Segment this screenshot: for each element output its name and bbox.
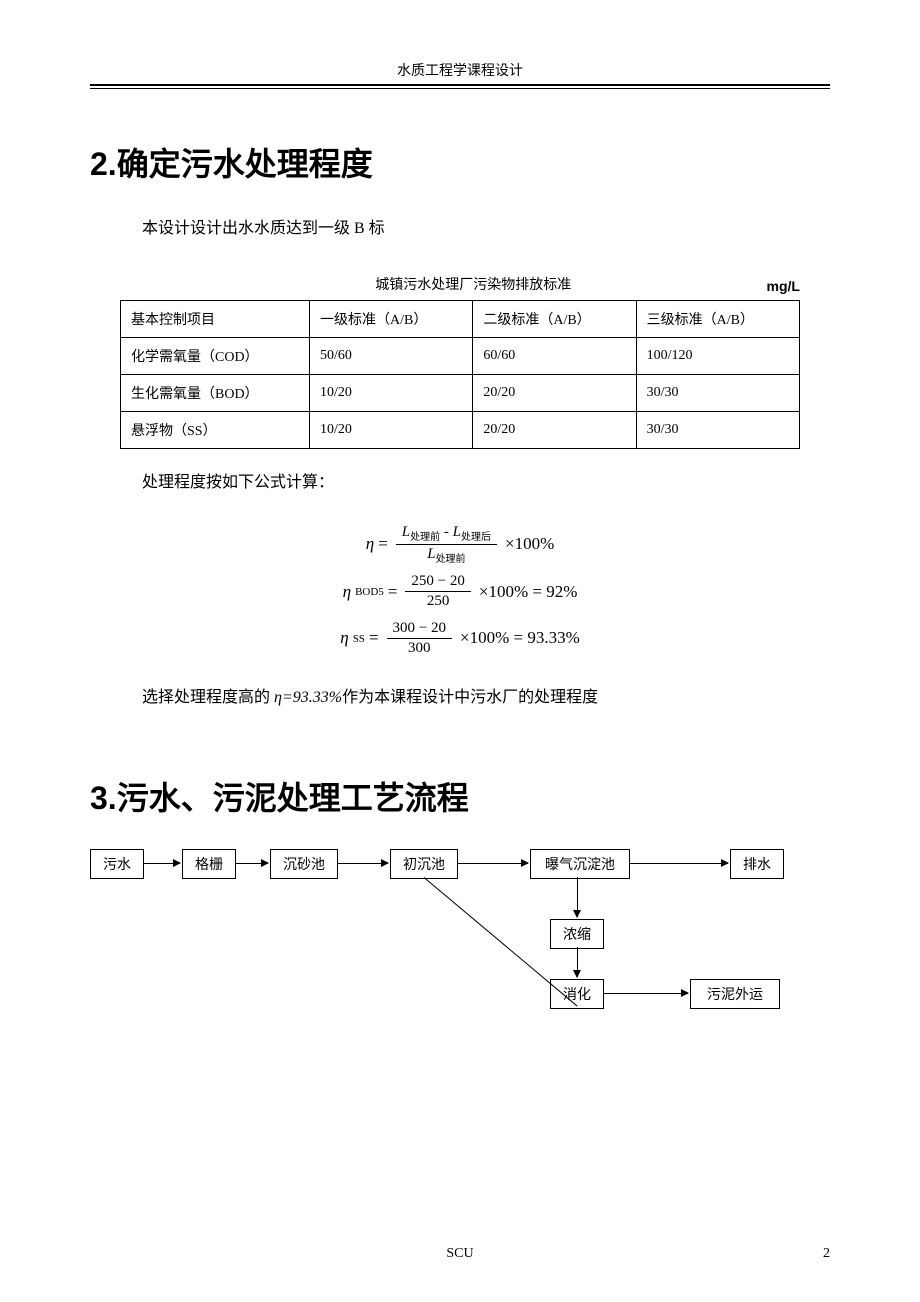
footer-page-number: 2 [823,1246,830,1262]
table-cell: 生化需氧量（BOD） [121,374,310,411]
footer-org: SCU [446,1246,473,1262]
page-footer: SCU 2 [90,1246,830,1262]
table-cell: 30/30 [636,411,799,448]
arrow [577,877,578,917]
flow-node-sludge: 污泥外运 [690,979,780,1009]
col-header: 一级标准（A/B） [310,300,473,337]
calc-conclusion: 选择处理程度高的 η=93.33%作为本课程设计中污水厂的处理程度 [110,684,810,713]
flow-node-sewage: 污水 [90,849,144,879]
table-cell: 10/20 [310,411,473,448]
calc-intro: 处理程度按如下公式计算： [110,469,810,498]
table-unit: mg/L [767,278,800,294]
arrow [630,863,728,864]
table-cell: 悬浮物（SS） [121,411,310,448]
table-cell: 100/120 [636,337,799,374]
table-cell: 50/60 [310,337,473,374]
flow-node-grit: 沉砂池 [270,849,338,879]
arrow [338,863,388,864]
section-3-heading: 3.污水、污泥处理工艺流程 [90,773,830,819]
flow-node-thicken: 浓缩 [550,919,604,949]
table-header-row: 基本控制项目 一级标准（A/B） 二级标准（A/B） 三级标准（A/B） [121,300,800,337]
table-cell: 化学需氧量（COD） [121,337,310,374]
table-cell: 60/60 [473,337,636,374]
flow-node-primary: 初沉池 [390,849,458,879]
arrow [236,863,268,864]
table-cell: 30/30 [636,374,799,411]
table-cell: 10/20 [310,374,473,411]
equation-general: η = L处理前 - L处理后 L处理前 ×100% [90,523,830,566]
running-header: 水质工程学课程设计 [90,60,830,80]
process-flowchart: 污水 格栅 沉砂池 初沉池 曝气沉淀池 排水 浓缩 消化 污泥外运 [90,849,830,1049]
math-block: η = L处理前 - L处理后 L处理前 ×100% ηBOD5 = 250 −… [90,523,830,660]
standards-table: 基本控制项目 一级标准（A/B） 二级标准（A/B） 三级标准（A/B） 化学需… [120,300,800,449]
table-caption: 城镇污水处理厂污染物排放标准 [180,274,767,294]
col-header: 二级标准（A/B） [473,300,636,337]
table-caption-row: 城镇污水处理厂污染物排放标准 mg/L [120,274,800,294]
arrow [604,993,688,994]
arrow [458,863,528,864]
table-row: 化学需氧量（COD） 50/60 60/60 100/120 [121,337,800,374]
table-cell: 20/20 [473,374,636,411]
table-row: 悬浮物（SS） 10/20 20/20 30/30 [121,411,800,448]
flow-node-drain: 排水 [730,849,784,879]
equation-bod5: ηBOD5 = 250 − 20 250 ×100% = 92% [90,572,830,613]
table-row: 生化需氧量（BOD） 10/20 20/20 30/30 [121,374,800,411]
section-2-heading: 2.确定污水处理程度 [90,139,830,185]
header-rule [90,84,830,89]
flow-node-grille: 格栅 [182,849,236,879]
table-cell: 20/20 [473,411,636,448]
equation-ss: ηSS = 300 − 20 300 ×100% = 93.33% [90,618,830,659]
section-2-intro: 本设计设计出水水质达到一级 B 标 [110,215,810,244]
col-header: 三级标准（A/B） [636,300,799,337]
arrow [144,863,180,864]
col-header: 基本控制项目 [121,300,310,337]
flow-node-aeration: 曝气沉淀池 [530,849,630,879]
document-page: 水质工程学课程设计 2.确定污水处理程度 本设计设计出水水质达到一级 B 标 城… [0,0,920,1302]
arrow [577,947,578,977]
